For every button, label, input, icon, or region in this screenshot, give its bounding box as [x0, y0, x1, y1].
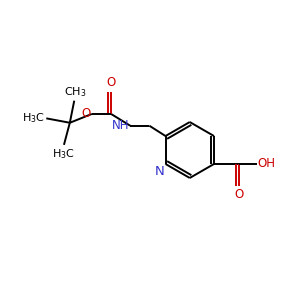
Text: CH$_3$: CH$_3$	[64, 85, 86, 99]
Text: O: O	[234, 188, 244, 201]
Text: H$_3$C: H$_3$C	[22, 111, 45, 125]
Text: O: O	[106, 76, 116, 89]
Text: H$_3$C: H$_3$C	[52, 147, 74, 161]
Text: O: O	[82, 107, 91, 120]
Text: OH: OH	[258, 158, 276, 170]
Text: N: N	[154, 166, 164, 178]
Text: NH: NH	[112, 118, 129, 132]
